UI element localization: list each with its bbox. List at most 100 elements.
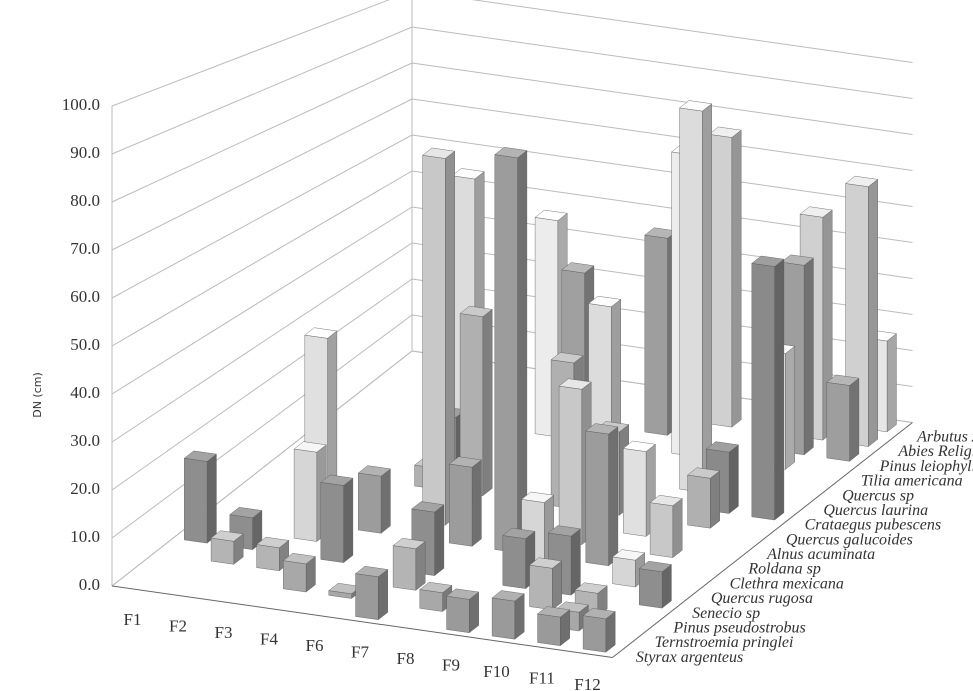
bar-side xyxy=(886,333,897,433)
x-tick-label: F11 xyxy=(529,668,555,687)
bar xyxy=(491,590,525,640)
y-tick-label: 50.0 xyxy=(70,335,100,354)
bar-side xyxy=(672,498,683,559)
bar-top xyxy=(826,374,860,386)
bar xyxy=(582,608,616,653)
bar-top xyxy=(638,560,672,573)
bar-top xyxy=(547,525,581,537)
y-tick-label: 40.0 xyxy=(70,383,100,402)
x-tick-label: F7 xyxy=(351,642,369,661)
bar-top xyxy=(649,494,683,507)
bar-front xyxy=(358,472,382,534)
bar-top xyxy=(494,147,528,159)
y-tick-label: 70.0 xyxy=(70,239,100,258)
legend-label: Roldana sp xyxy=(747,561,820,578)
bar-front xyxy=(449,463,473,547)
legend-label: Quercus sp xyxy=(842,487,914,504)
bar-top xyxy=(446,588,480,600)
y-tick-label: 90.0 xyxy=(70,143,100,162)
grid-line xyxy=(111,134,413,299)
bar-front xyxy=(446,595,470,633)
bar-top xyxy=(392,537,426,550)
x-tick-label: F1 xyxy=(123,610,141,629)
bar-side xyxy=(327,330,338,492)
bar-top xyxy=(419,581,453,594)
bar-top xyxy=(529,557,563,569)
grid-line xyxy=(111,170,413,347)
bar-side xyxy=(415,541,426,591)
x-tick-label: F10 xyxy=(483,662,509,681)
bar xyxy=(679,100,713,493)
bar-top xyxy=(357,465,391,477)
bar-front xyxy=(494,154,518,554)
bar xyxy=(183,450,217,544)
bar-front xyxy=(826,382,850,462)
bar-side xyxy=(710,470,720,529)
bar-front xyxy=(392,545,416,591)
bar-front xyxy=(210,537,235,565)
bar-top xyxy=(451,168,485,180)
bar-side xyxy=(482,308,493,497)
grid-line xyxy=(111,62,413,203)
bar-front xyxy=(679,107,703,493)
bar-front xyxy=(582,615,606,653)
bar-side xyxy=(570,528,581,596)
legend-label: Arbutus xalapensis xyxy=(916,429,973,446)
bar-top xyxy=(612,549,646,561)
legend-label: Styrax argenteus xyxy=(636,649,743,666)
bar-top xyxy=(422,147,456,159)
legend-label: Quercus galucoides xyxy=(786,531,913,548)
bar-front xyxy=(184,457,208,544)
bar-front xyxy=(419,589,443,612)
legend-label: Ternstroemia pringlei xyxy=(655,634,794,651)
bar-side xyxy=(517,150,528,554)
y-tick-label: 20.0 xyxy=(70,479,100,498)
bar xyxy=(357,465,391,534)
bar xyxy=(708,126,742,428)
y-tick-label: 100.0 xyxy=(62,95,100,114)
bar-front xyxy=(639,568,663,609)
bar xyxy=(422,147,456,526)
bar-side xyxy=(661,564,672,609)
y-tick-label: 30.0 xyxy=(70,431,100,450)
legend-label: Senecio sp xyxy=(692,605,760,622)
bar-top xyxy=(751,255,785,267)
bar-side xyxy=(702,103,712,493)
grid-line xyxy=(111,278,413,491)
grid-line xyxy=(411,98,913,171)
bar-side xyxy=(343,477,354,564)
bar-top xyxy=(780,254,814,266)
bar xyxy=(649,494,683,559)
bar-front xyxy=(585,430,609,567)
axis-line xyxy=(612,422,913,658)
legend-label: Tilia americana xyxy=(861,473,963,490)
bar-top xyxy=(210,530,244,542)
bar xyxy=(448,456,482,547)
bar xyxy=(328,582,362,599)
x-tick-label: F8 xyxy=(396,649,414,668)
bar-side xyxy=(552,560,562,611)
bar-top xyxy=(679,100,713,112)
bar-top xyxy=(448,456,482,468)
axis-line xyxy=(111,585,613,658)
bar xyxy=(494,147,528,554)
legend-label: Crataegus pubescens xyxy=(805,517,941,534)
bar xyxy=(826,374,860,462)
bar-top xyxy=(585,423,619,435)
bar-top xyxy=(183,450,217,462)
y-axis-title: DN (cm) xyxy=(31,372,44,418)
legend-label: Quercus rugosa xyxy=(711,590,813,607)
legend-label: Alnus acuminata xyxy=(766,546,875,563)
bar-top xyxy=(521,491,555,503)
bar-front xyxy=(355,573,379,620)
y-tick-label: 10.0 xyxy=(70,527,100,546)
grid-line xyxy=(411,62,913,135)
bar-side xyxy=(514,593,525,640)
bar-front xyxy=(649,502,673,558)
y-tick-label: 0.0 xyxy=(79,575,100,594)
x-tick-label: F6 xyxy=(305,636,323,655)
bar-top xyxy=(574,582,608,594)
grid-line xyxy=(111,350,413,587)
bar xyxy=(638,560,672,609)
